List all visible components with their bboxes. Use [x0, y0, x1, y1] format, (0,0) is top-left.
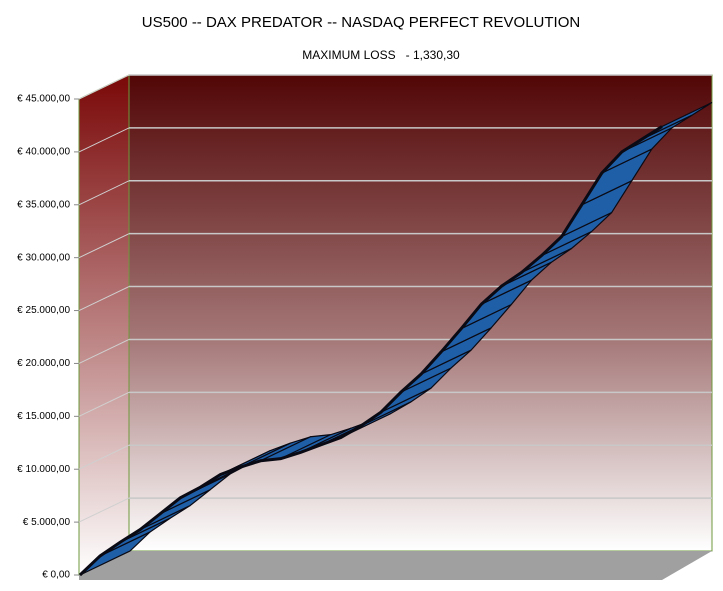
grid-line	[78, 338, 130, 364]
y-tick-label: € 20.000,00	[17, 358, 70, 369]
y-tick-label: € 35.000,00	[17, 199, 70, 210]
y-tick-label: € 0,00	[42, 570, 70, 581]
y-tick-label: € 40.000,00	[17, 147, 70, 158]
y-tick-label: € 15.000,00	[17, 411, 70, 422]
chart-title: US500 -- DAX PREDATOR -- NASDAQ PERFECT …	[142, 14, 580, 31]
y-tick-label: € 10.000,00	[17, 464, 70, 475]
y-tick-label: € 45.000,00	[17, 94, 70, 105]
side-wall	[78, 74, 130, 576]
grid-line	[78, 74, 130, 100]
y-tick-label: € 25.000,00	[17, 305, 70, 316]
chart-subtitle: MAXIMUM LOSS - 1,330,30	[302, 48, 460, 62]
grid-line	[78, 233, 130, 259]
grid-line	[78, 127, 130, 153]
series-line	[78, 125, 663, 577]
floor	[79, 551, 712, 580]
grid-line	[78, 444, 130, 470]
y-tick-label: € 30.000,00	[17, 252, 70, 263]
grid-line	[78, 180, 130, 206]
grid-line	[78, 391, 130, 417]
y-tick-label: € 5.000,00	[23, 517, 71, 528]
grid-line	[78, 286, 130, 312]
grid-line	[78, 497, 130, 523]
